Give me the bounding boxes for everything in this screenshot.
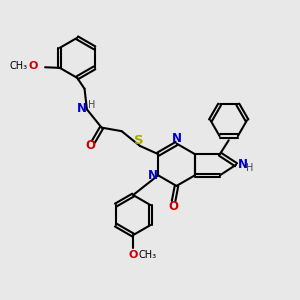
- Text: CH₃: CH₃: [139, 250, 157, 260]
- Text: N: N: [172, 132, 182, 145]
- Text: O: O: [169, 200, 178, 213]
- Text: H: H: [88, 100, 96, 110]
- Text: N: N: [77, 102, 87, 115]
- Text: N: N: [238, 158, 248, 171]
- Text: O: O: [28, 61, 38, 71]
- Text: N: N: [148, 169, 158, 182]
- Text: S: S: [134, 134, 143, 147]
- Text: CH₃: CH₃: [10, 61, 28, 71]
- Text: O: O: [85, 140, 95, 152]
- Text: O: O: [128, 250, 138, 260]
- Text: H: H: [246, 163, 254, 173]
